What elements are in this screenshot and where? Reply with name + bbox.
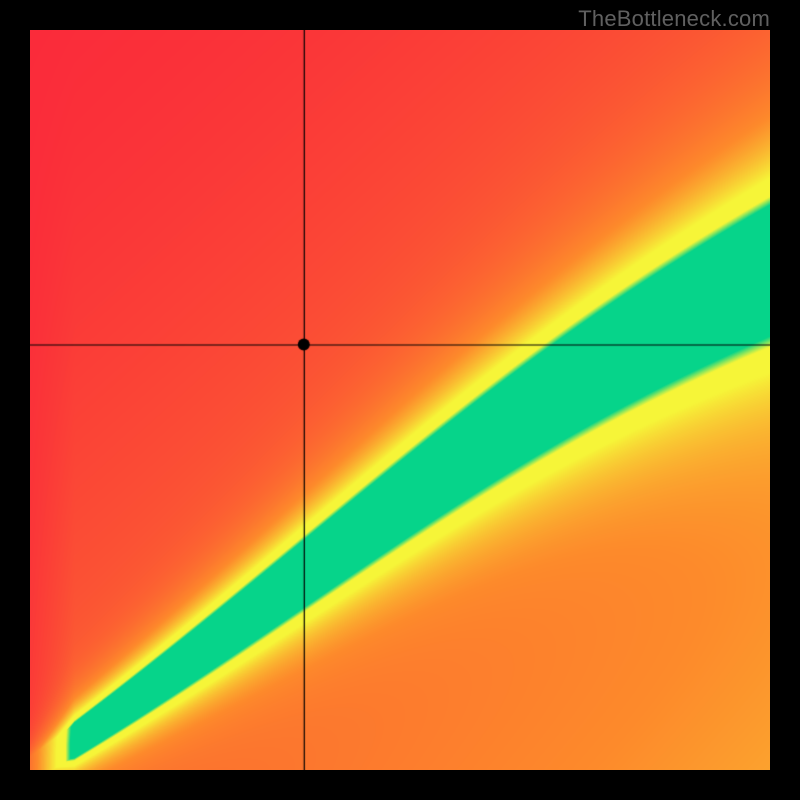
watermark-text: TheBottleneck.com [578, 6, 770, 32]
heatmap-canvas [30, 30, 770, 770]
heatmap-plot [30, 30, 770, 770]
chart-wrapper: TheBottleneck.com [0, 0, 800, 800]
